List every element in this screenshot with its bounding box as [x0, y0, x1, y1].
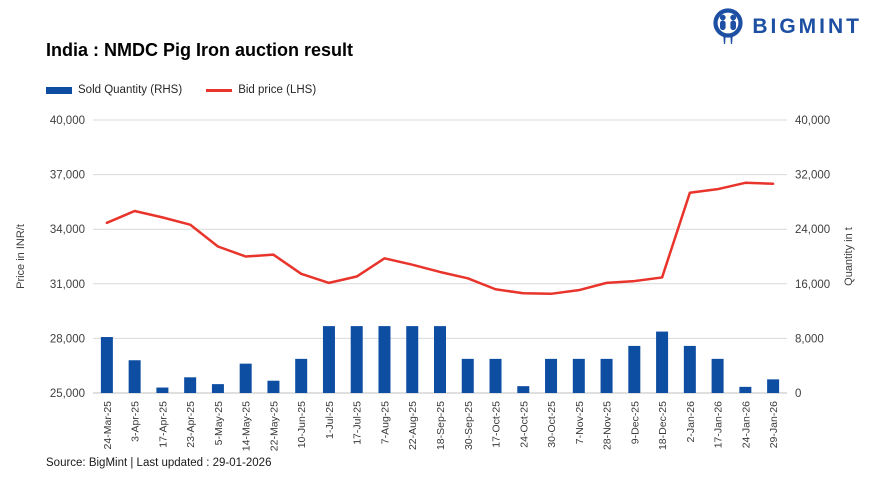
x-axis-label: 23-Apr-25	[185, 401, 197, 448]
logo-text: BIGMINT	[752, 15, 862, 38]
right-axis-tick: 24,000	[795, 224, 830, 236]
right-axis-title: Quantity in t	[843, 227, 855, 286]
bar	[434, 326, 446, 393]
bar	[239, 363, 252, 393]
bar	[767, 379, 780, 393]
bar	[267, 380, 280, 393]
x-axis-label: 3-Apr-25	[130, 401, 142, 442]
legend-label: Sold Quantity (RHS)	[78, 84, 183, 96]
bigmint-logo: BIGMINT	[712, 8, 862, 46]
bar	[378, 326, 391, 393]
legend-item-sold-quantity: Sold Quantity (RHS)	[46, 84, 182, 96]
x-axis-label: 7-Nov-25	[574, 401, 586, 444]
right-axis-tick: 16,000	[795, 279, 830, 291]
x-axis-label: 29-Jan-26	[768, 401, 780, 448]
page-title: India : NMDC Pig Iron auction result	[46, 40, 354, 60]
right-axis-tick: 0	[795, 388, 801, 400]
x-axis-label: 24-Mar-25	[102, 401, 114, 450]
x-axis-label: 22-May-25	[268, 401, 280, 451]
left-axis-tick: 28,000	[50, 333, 85, 345]
bar	[683, 345, 696, 393]
x-axis-label: 17-Jul-25	[352, 401, 364, 445]
left-axis-tick: 25,000	[50, 388, 85, 400]
x-axis-label: 28-Nov-25	[602, 401, 614, 450]
bar	[350, 326, 363, 393]
bar	[322, 326, 335, 393]
x-axis-label: 17-Oct-25	[491, 401, 503, 448]
legend-swatch-line	[206, 88, 233, 92]
bar	[406, 326, 419, 393]
source-note: Source: BigMint | Last updated : 29-01-2…	[46, 457, 272, 469]
right-axis-tick: 8,000	[795, 333, 824, 345]
x-axis-label: 24-Jan-26	[740, 401, 752, 448]
left-axis-tick: 31,000	[50, 279, 85, 291]
bar	[128, 360, 141, 393]
bar	[461, 358, 474, 393]
bar	[711, 358, 724, 393]
x-axis-label: 9-Dec-25	[629, 401, 641, 444]
x-axis-label: 17-Jan-26	[713, 401, 725, 448]
bar	[517, 386, 530, 393]
x-axis-label: 18-Sep-25	[435, 401, 447, 450]
x-axis-label: 7-Aug-25	[379, 401, 391, 444]
left-axis-title: Price in INR/t	[15, 224, 27, 289]
legend-item-bid-price: Bid price (LHS)	[206, 84, 316, 96]
x-axis-label: 2-Jan-26	[685, 401, 697, 443]
x-axis-label: 30-Oct-25	[546, 401, 558, 448]
bar	[656, 331, 669, 393]
bar	[572, 358, 585, 393]
bar	[184, 377, 197, 393]
right-axis-tick: 32,000	[795, 170, 830, 182]
x-axis-label: 17-Apr-25	[157, 401, 169, 448]
bar	[600, 358, 613, 393]
bar	[628, 345, 641, 393]
legend-label: Bid price (LHS)	[238, 84, 317, 96]
left-axis-tick: 40,000	[50, 115, 85, 127]
x-axis-label: 24-Oct-25	[518, 401, 530, 448]
bar	[489, 358, 502, 393]
chart-legend: Sold Quantity (RHS) Bid price (LHS)	[46, 84, 316, 96]
bar	[739, 386, 752, 393]
bar	[156, 387, 169, 393]
bar	[545, 358, 558, 393]
bar	[100, 337, 113, 393]
bar	[295, 358, 308, 393]
x-axis-label: 5-May-25	[213, 401, 225, 446]
x-axis-label: 18-Dec-25	[657, 401, 669, 450]
x-axis-label: 1-Jul-25	[324, 401, 336, 439]
x-axis-label: 10-Jun-25	[296, 401, 308, 448]
bigmint-logo-icon	[713, 8, 743, 44]
x-axis-label: 14-May-25	[241, 401, 253, 451]
legend-swatch-bar	[46, 86, 72, 94]
left-axis-tick: 34,000	[50, 224, 85, 236]
left-axis-tick: 37,000	[50, 170, 85, 182]
right-axis-tick: 40,000	[795, 115, 830, 127]
bid-price-line	[105, 181, 775, 296]
x-axis-label: 30-Sep-25	[463, 401, 475, 450]
x-axis-label: 22-Aug-25	[407, 401, 419, 450]
bar	[211, 384, 224, 393]
